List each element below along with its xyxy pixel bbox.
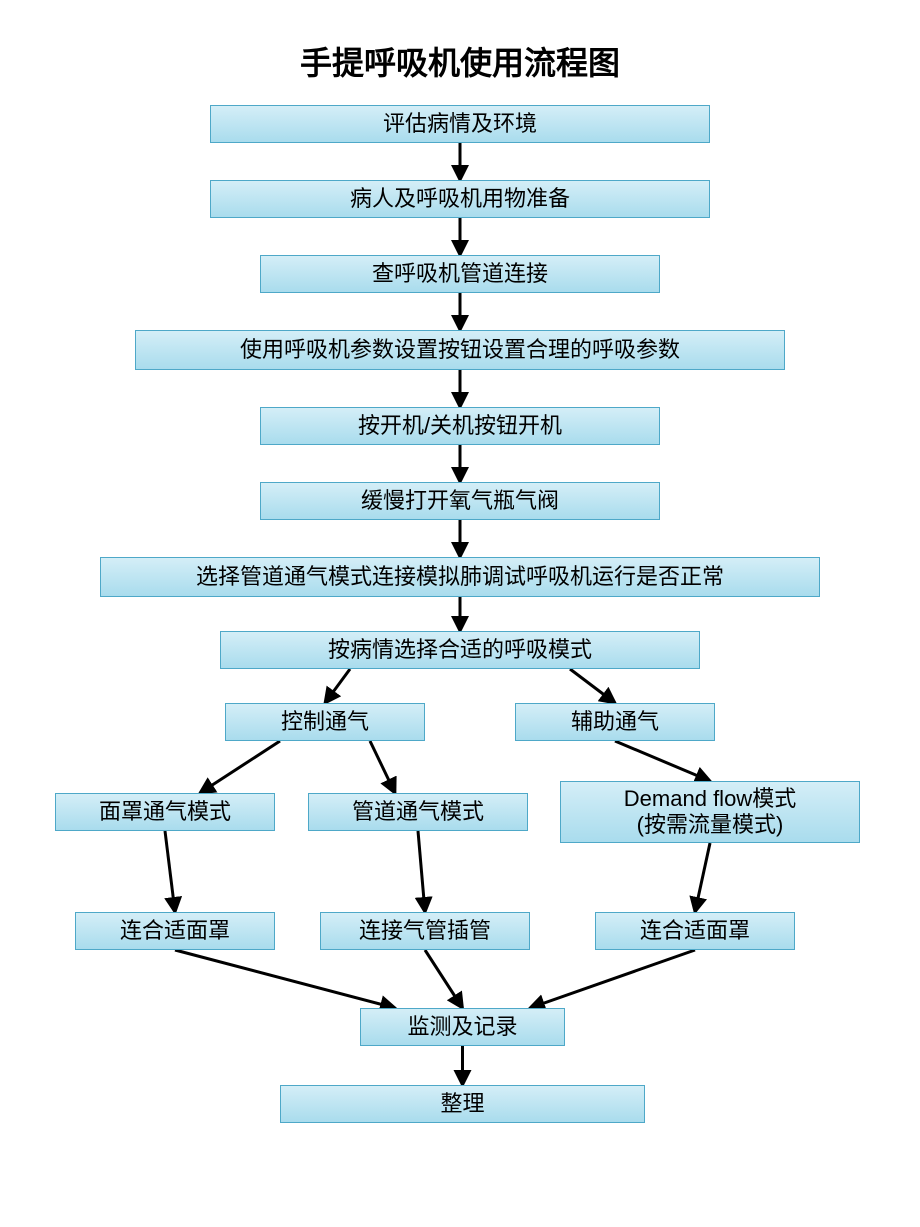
flow-node-n12: 管道通气模式 — [308, 793, 528, 831]
edge-n13-n16 — [695, 843, 710, 912]
edge-n10-n13 — [615, 741, 710, 781]
flow-node-n5: 按开机/关机按钮开机 — [260, 407, 660, 445]
edge-n9-n12 — [370, 741, 395, 793]
edge-n8-n10 — [570, 669, 615, 703]
edge-n11-n14 — [165, 831, 175, 912]
edge-n9-n11 — [200, 741, 280, 793]
flow-node-n18: 整理 — [280, 1085, 645, 1123]
edge-n12-n15 — [418, 831, 425, 912]
flow-node-n7: 选择管道通气模式连接模拟肺调试呼吸机运行是否正常 — [100, 557, 820, 597]
flow-node-n10: 辅助通气 — [515, 703, 715, 741]
flow-node-n3: 查呼吸机管道连接 — [260, 255, 660, 293]
flow-node-n4: 使用呼吸机参数设置按钮设置合理的呼吸参数 — [135, 330, 785, 370]
flow-node-n6: 缓慢打开氧气瓶气阀 — [260, 482, 660, 520]
flow-node-n14: 连合适面罩 — [75, 912, 275, 950]
chart-title: 手提呼吸机使用流程图 — [0, 38, 920, 84]
edge-n8-n9 — [325, 669, 350, 703]
flow-node-n17: 监测及记录 — [360, 1008, 565, 1046]
flow-node-n15: 连接气管插管 — [320, 912, 530, 950]
flow-node-n1: 评估病情及环境 — [210, 105, 710, 143]
flowchart-canvas: 手提呼吸机使用流程图 评估病情及环境病人及呼吸机用物准备查呼吸机管道连接使用呼吸… — [0, 0, 920, 1227]
flow-node-n9: 控制通气 — [225, 703, 425, 741]
flow-node-n8: 按病情选择合适的呼吸模式 — [220, 631, 700, 669]
edge-n14-n17 — [175, 950, 395, 1008]
flow-node-n2: 病人及呼吸机用物准备 — [210, 180, 710, 218]
edge-n16-n17 — [530, 950, 695, 1008]
flow-node-n11: 面罩通气模式 — [55, 793, 275, 831]
flow-node-n13: Demand flow模式 (按需流量模式) — [560, 781, 860, 843]
flow-node-n16: 连合适面罩 — [595, 912, 795, 950]
edge-n15-n17 — [425, 950, 463, 1008]
